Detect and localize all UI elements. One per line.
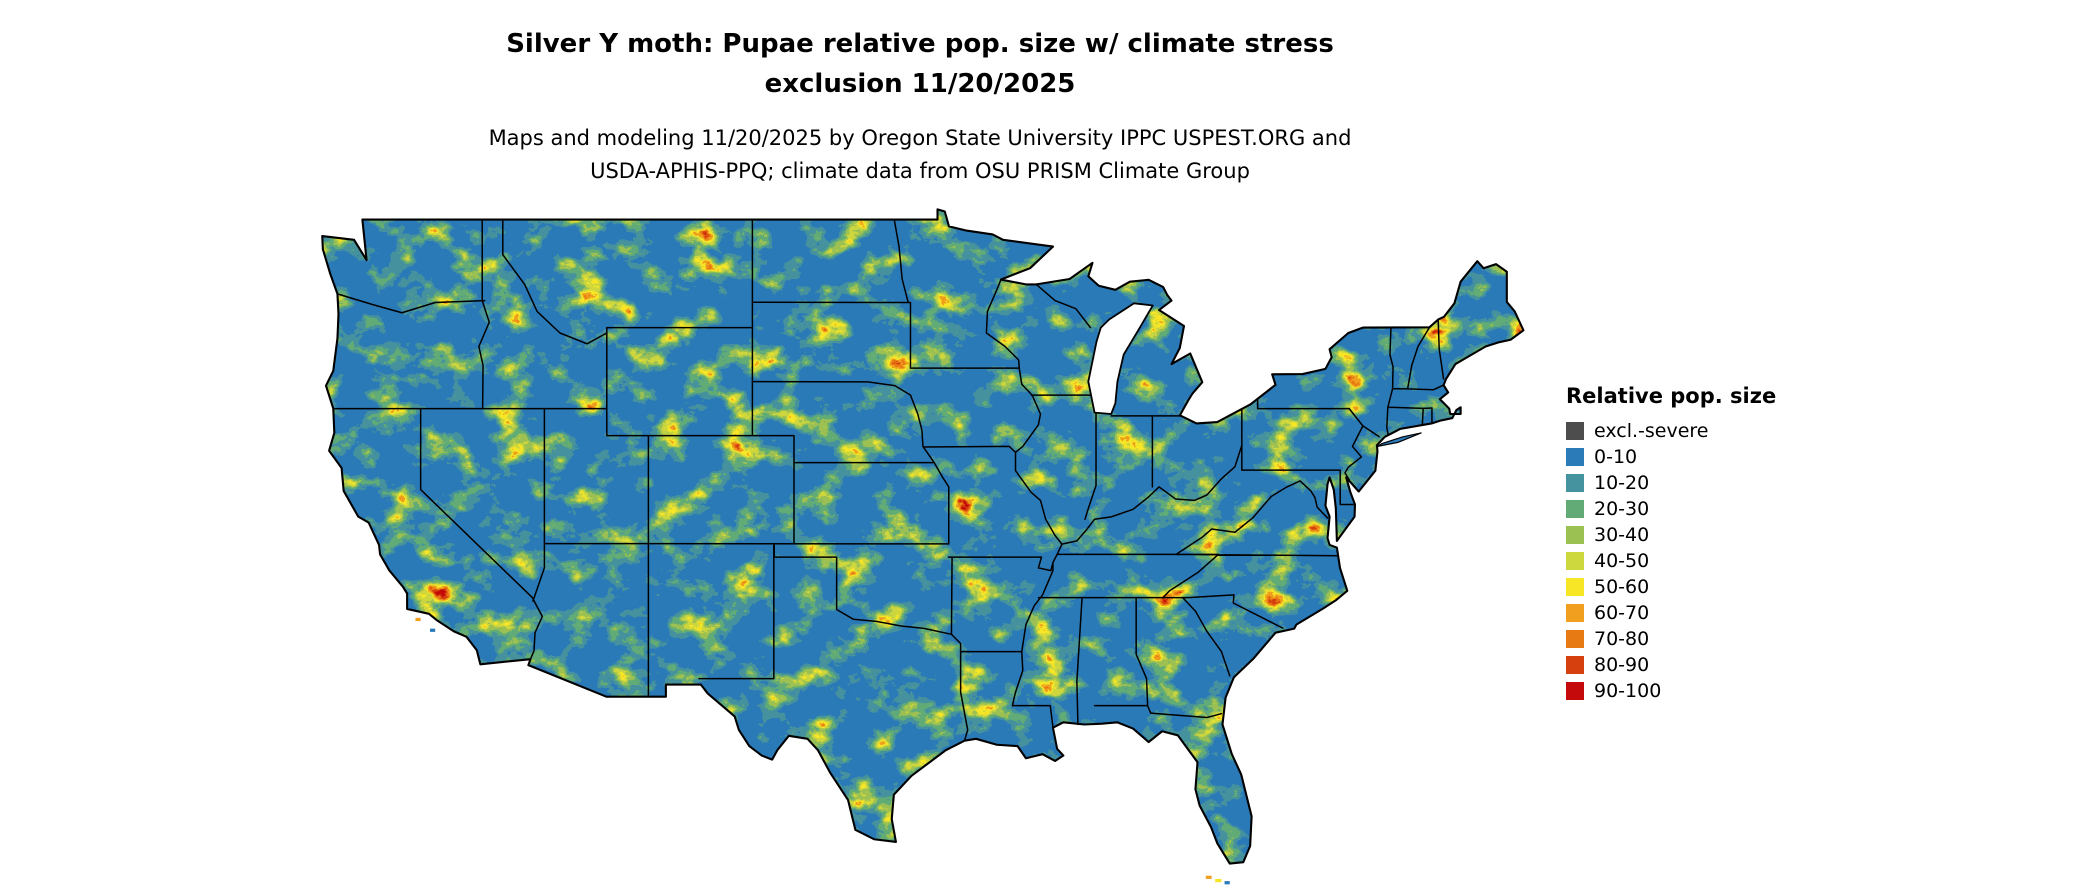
legend-row: 90-100	[1566, 680, 1776, 702]
legend-label: 80-90	[1594, 654, 1650, 676]
page-subtitle-line2: USDA-APHIS-PPQ; climate data from OSU PR…	[590, 159, 1250, 183]
legend-swatch	[1566, 578, 1584, 596]
page-subtitle: Maps and modeling 11/20/2025 by Oregon S…	[0, 122, 1840, 188]
legend-row: 30-40	[1566, 524, 1776, 546]
us-map	[300, 198, 1532, 888]
legend-label: excl.-severe	[1594, 420, 1709, 442]
legend-row: 40-50	[1566, 550, 1776, 572]
legend-swatch	[1566, 656, 1584, 674]
us-silhouette	[322, 209, 1524, 864]
lake-michigan	[1088, 303, 1152, 414]
legend-label: 20-30	[1594, 498, 1650, 520]
legend-swatch	[1566, 526, 1584, 544]
page-subtitle-line1: Maps and modeling 11/20/2025 by Oregon S…	[488, 126, 1352, 150]
long-island	[1377, 433, 1421, 447]
legend-label: 90-100	[1594, 680, 1662, 702]
legend-swatch	[1566, 630, 1584, 648]
coastline-outline	[322, 209, 1523, 863]
florida-keys-specks	[1205, 875, 1230, 885]
legend-rows: excl.-severe 0-10 10-20 20-30 30-40 40-50 50-6…	[1566, 420, 1776, 702]
legend-swatch	[1566, 604, 1584, 622]
legend-swatch	[1566, 474, 1584, 492]
legend-swatch	[1566, 682, 1584, 700]
legend-row: excl.-severe	[1566, 420, 1776, 442]
legend-row: 10-20	[1566, 472, 1776, 494]
legend-swatch	[1566, 552, 1584, 570]
legend-row: 70-80	[1566, 628, 1776, 650]
legend-row: 80-90	[1566, 654, 1776, 676]
legend-label: 30-40	[1594, 524, 1650, 546]
state-borders	[333, 220, 1443, 741]
legend-label: 40-50	[1594, 550, 1650, 572]
page-title-line1: Silver Y moth: Pupae relative pop. size …	[506, 29, 1334, 59]
legend-label: 70-80	[1594, 628, 1650, 650]
legend-row: 50-60	[1566, 576, 1776, 598]
legend-swatch	[1566, 500, 1584, 518]
us-map-figure	[300, 198, 1532, 888]
legend-label: 10-20	[1594, 472, 1650, 494]
channel-islands-specks	[415, 617, 436, 632]
legend-label: 50-60	[1594, 576, 1650, 598]
map-legend: Relative pop. size excl.-severe 0-10 10-20…	[1566, 384, 1776, 708]
page-title-line2: exclusion 11/20/2025	[764, 69, 1076, 99]
legend-row: 20-30	[1566, 498, 1776, 520]
legend-swatch	[1566, 422, 1584, 440]
legend-label: 60-70	[1594, 602, 1650, 624]
raster-layer	[322, 209, 1524, 864]
legend-label: 0-10	[1594, 446, 1638, 468]
legend-row: 0-10	[1566, 446, 1776, 468]
legend-swatch	[1566, 448, 1584, 466]
legend-row: 60-70	[1566, 602, 1776, 624]
page-title: Silver Y moth: Pupae relative pop. size …	[0, 24, 1840, 104]
legend-title: Relative pop. size	[1566, 384, 1777, 408]
